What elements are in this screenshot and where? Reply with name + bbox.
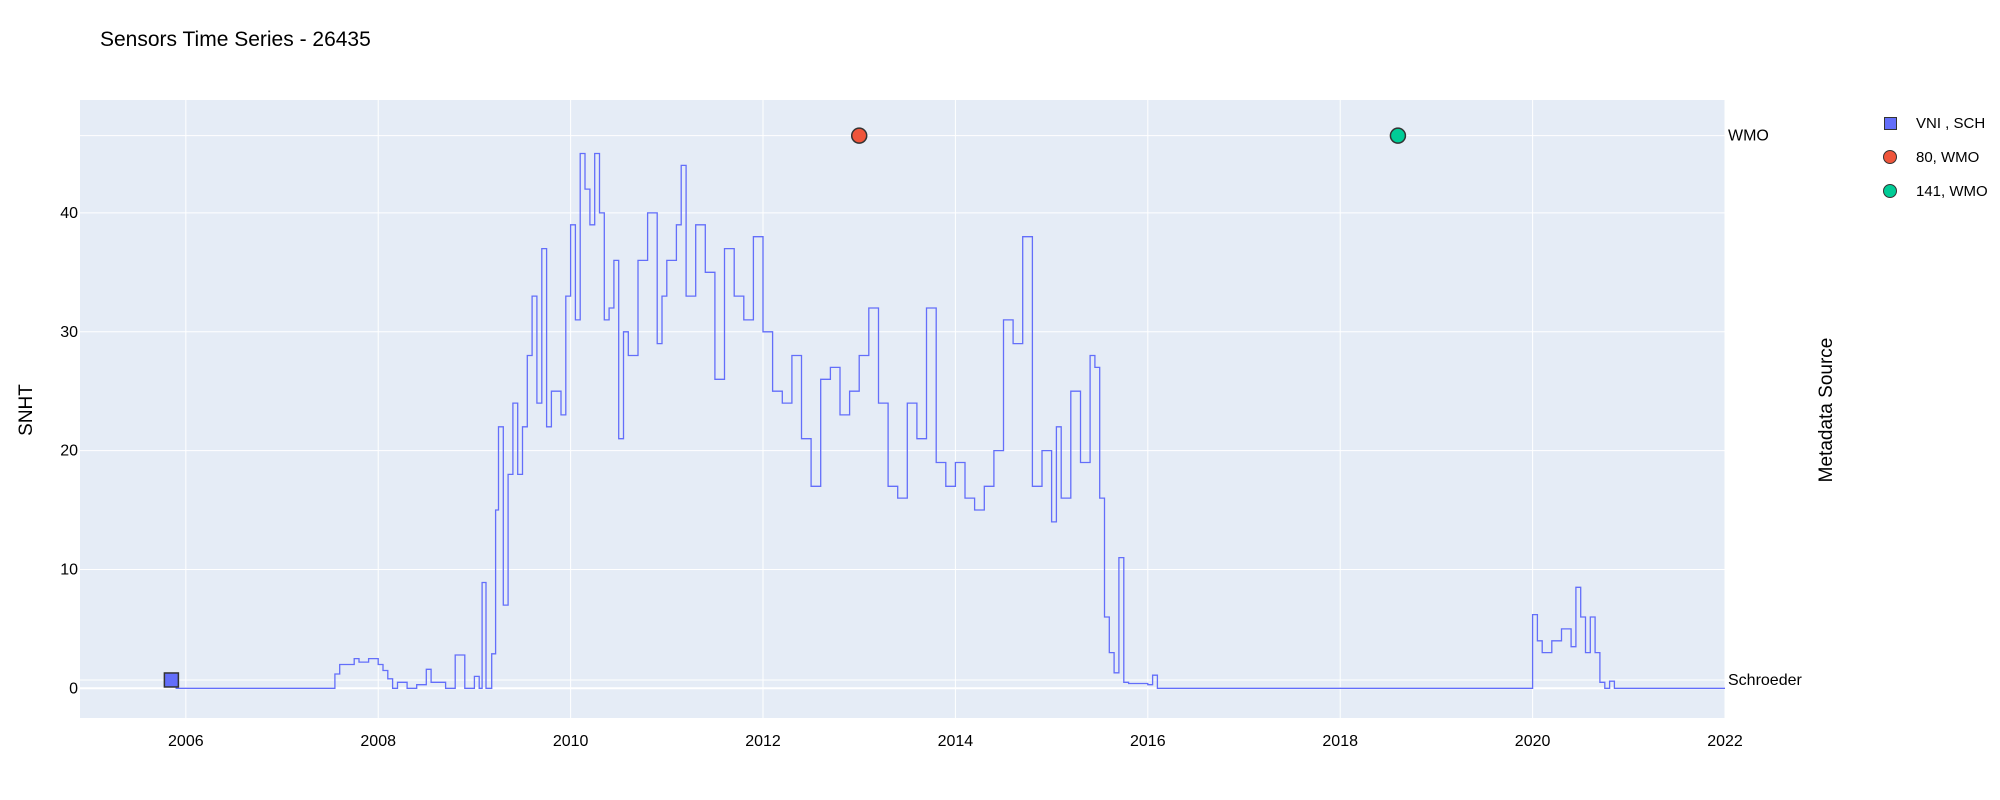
chart-title: Sensors Time Series - 26435 [100, 28, 371, 51]
circle-symbol-icon [1876, 184, 1904, 198]
x-tick-label: 2018 [1322, 733, 1358, 750]
x-tick-label: 2010 [553, 733, 589, 750]
marker-layer [163, 127, 1407, 688]
legend-item[interactable]: VNI , SCH [1876, 106, 1988, 140]
y-tick-label: 30 [60, 324, 78, 341]
x-tick-label: 2022 [1707, 733, 1743, 750]
y2-axis-ticks: Schroeder WMO [1728, 128, 1802, 689]
x-axis-ticks: 2006 2008 2010 2012 2014 2016 2018 2020 2022 [168, 733, 1743, 750]
legend-label: 141, WMO [1916, 182, 1988, 200]
x-tick-label: 2008 [360, 733, 396, 750]
y-tick-label: 0 [69, 680, 78, 697]
series-line [171, 152, 1725, 689]
square-symbol-icon [1876, 116, 1904, 130]
marker-square [163, 672, 180, 688]
grid-lines [80, 100, 1726, 718]
legend: VNI , SCH 80, WMO 141, WMO [1876, 106, 1988, 208]
plot-background [80, 100, 1725, 718]
y2-axis-title: Metadata Source [1816, 338, 1837, 483]
y-tick-label: 40 [60, 205, 78, 222]
y-tick-label: 10 [60, 561, 78, 578]
y-tick-label: 20 [60, 443, 78, 460]
y-axis-ticks: 0 10 20 30 40 [60, 205, 78, 697]
legend-label: 80, WMO [1916, 148, 1980, 166]
legend-item[interactable]: 80, WMO [1876, 140, 1988, 174]
y2-tick-label: WMO [1728, 128, 1769, 145]
x-tick-label: 2006 [168, 733, 204, 750]
x-tick-label: 2012 [745, 733, 781, 750]
x-tick-label: 2016 [1130, 733, 1166, 750]
legend-label: VNI , SCH [1916, 114, 1986, 132]
x-tick-label: 2014 [938, 733, 974, 750]
legend-item[interactable]: 141, WMO [1876, 174, 1988, 208]
y-axis-title: SNHT [16, 384, 37, 436]
circle-symbol-icon [1876, 150, 1904, 164]
marker-circle [850, 127, 868, 144]
series-layer [171, 152, 1725, 689]
y2-tick-label: Schroeder [1728, 672, 1802, 689]
x-tick-label: 2020 [1515, 733, 1551, 750]
marker-circle [1389, 127, 1407, 144]
